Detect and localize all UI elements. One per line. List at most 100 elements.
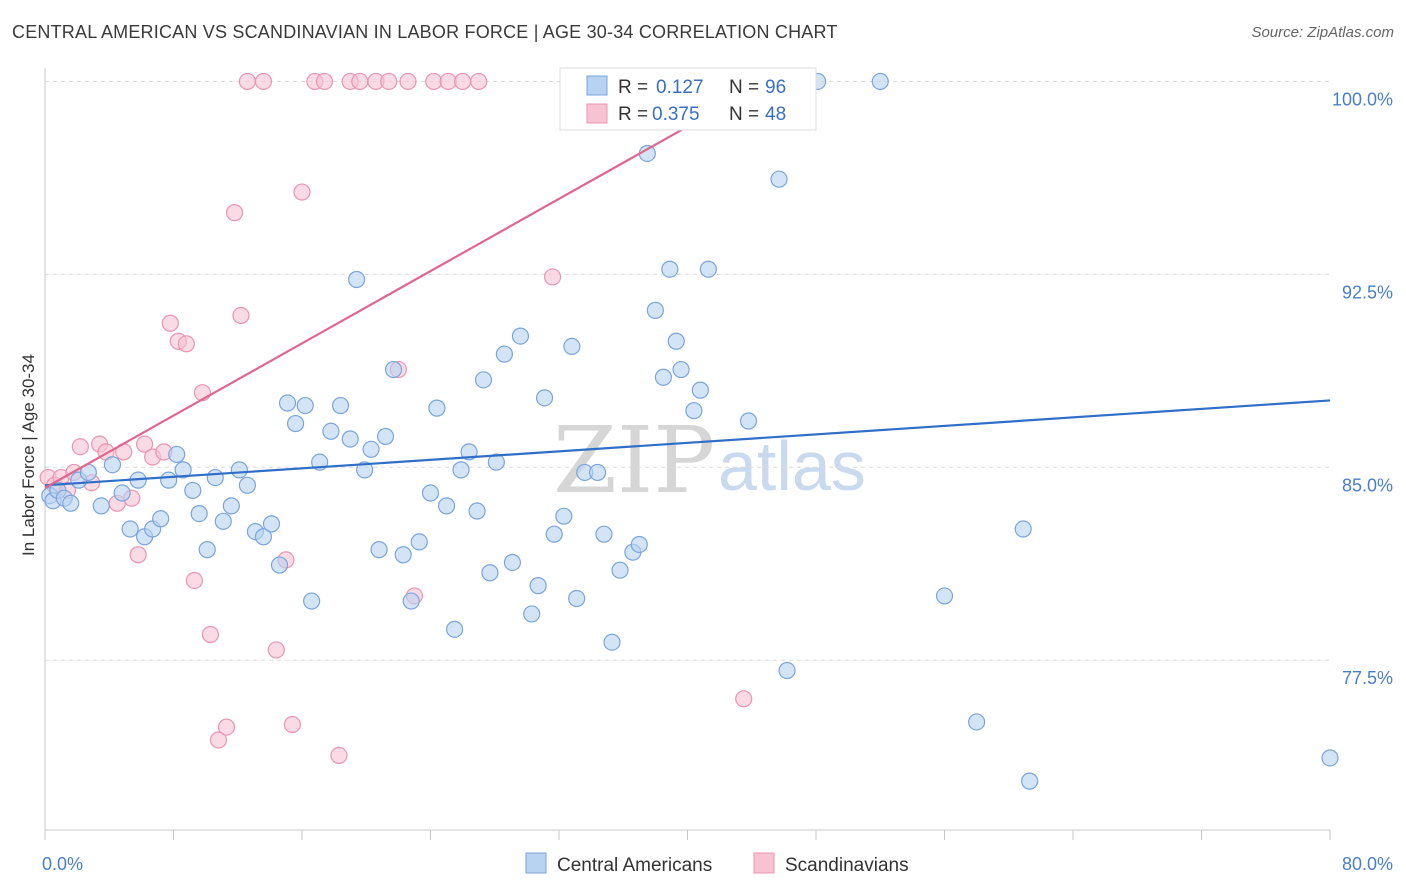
central-american-point [376, 427, 395, 446]
central-american-point [871, 72, 889, 91]
legend-r-label-pink: R = [618, 104, 648, 125]
central-american-point [62, 494, 80, 512]
scandinavian-point [161, 314, 179, 332]
legend-swatch-blue [586, 75, 608, 96]
central-american-point [555, 507, 573, 525]
scandinavian-point [217, 718, 236, 736]
central-american-point [535, 389, 554, 407]
central-american-point [529, 577, 547, 595]
scandinavian-point [209, 731, 228, 749]
legend-swatch-pink [586, 103, 608, 124]
central-american-point [348, 270, 366, 289]
central-american-point [303, 592, 321, 610]
central-american-point [402, 592, 420, 610]
legend-r-value-blue: 0.127 [656, 77, 704, 98]
central-american-point [222, 497, 240, 515]
central-american-point [1021, 772, 1039, 790]
scandinavian-point [135, 435, 154, 453]
scandinavian-point [735, 690, 753, 708]
y-tick-label: 85.0% [1342, 475, 1393, 495]
y-axis-title: In Labor Force | Age 30-34 [19, 354, 38, 556]
central-american-point [370, 541, 388, 559]
central-american-point [739, 412, 758, 430]
scandinavian-point [543, 268, 562, 286]
central-american-point [460, 443, 478, 461]
central-american-point [286, 414, 305, 433]
central-american-point [487, 453, 505, 471]
scandinavian-point [201, 625, 220, 644]
scandinavian-point [380, 72, 398, 91]
scandinavian-point [293, 183, 311, 201]
series-legend-swatch-blue [525, 852, 547, 874]
central-american-point [121, 520, 139, 538]
central-american-point [214, 512, 232, 530]
scandinavian-point [351, 72, 369, 91]
x-tick-label-max: 80.0% [1342, 854, 1393, 874]
central-american-point [254, 528, 273, 546]
legend-n-label-blue: N = [729, 77, 759, 98]
central-american-point [198, 541, 216, 559]
central-american-point [481, 564, 499, 582]
scandinavians-trend-line [44, 80, 769, 489]
central-american-point [428, 399, 446, 417]
central-american-point [935, 587, 954, 605]
central-american-point [362, 440, 380, 458]
source-credit: Source: ZipAtlas.com [1251, 24, 1394, 41]
central-american-point [545, 525, 563, 543]
central-american-point [168, 445, 186, 464]
central-american-point [595, 525, 613, 543]
central-american-point [503, 553, 522, 572]
series-legend-label-pink: Scandinavians [785, 855, 909, 876]
central-american-point [778, 661, 796, 680]
y-tick-label: 100.0% [1332, 89, 1393, 109]
chart-title: CENTRAL AMERICAN VS SCANDINAVIAN IN LABO… [12, 22, 838, 42]
central-american-point [230, 461, 248, 479]
central-american-point [588, 463, 607, 482]
scandinavian-point [254, 72, 273, 91]
scandinavian-point [238, 72, 256, 91]
central-american-point [563, 337, 581, 355]
legend-n-value-pink: 48 [765, 104, 786, 125]
central-american-point [238, 476, 256, 494]
central-american-point [92, 497, 110, 515]
y-tick-label: 77.5% [1342, 668, 1393, 688]
scandinavian-point [129, 546, 147, 564]
scandinavian-point [177, 335, 195, 353]
x-axis-ticks [44, 830, 1331, 840]
central-american-point [331, 396, 350, 415]
central-american-point [646, 301, 664, 319]
scandinavian-point [439, 72, 457, 91]
series-legend-label-blue: Central Americans [557, 855, 712, 876]
legend-r-value-pink: 0.375 [652, 104, 700, 125]
central-american-point [468, 502, 486, 520]
central-american-point [262, 515, 281, 533]
central-american-point [160, 471, 178, 489]
central-american-point [437, 497, 456, 515]
central-american-point [270, 556, 289, 574]
central-american-point [152, 510, 170, 528]
scandinavian-point [267, 641, 285, 659]
central-american-point [184, 481, 202, 500]
watermark: ZIP atlas [553, 407, 866, 514]
central-american-point [322, 422, 340, 440]
scandinavian-point [185, 571, 203, 590]
stats-legend: R = 0.127 N = 96 R = 0.375 N = 48 [559, 67, 817, 131]
central-american-point [661, 260, 679, 278]
central-american-point [495, 345, 513, 363]
scandinavian-point [425, 72, 443, 91]
central-american-point [770, 170, 788, 188]
central-americans-trend-line [44, 399, 1331, 487]
central-american-point [206, 468, 224, 487]
scandinavian-point [232, 306, 250, 325]
legend-n-value-blue: 96 [765, 77, 786, 98]
central-american-point [523, 605, 541, 623]
watermark-zip: ZIP [553, 407, 715, 514]
central-american-point [394, 546, 412, 564]
central-american-point [103, 456, 122, 474]
central-american-point [611, 561, 629, 579]
central-american-point [968, 713, 986, 731]
scandinavian-point [225, 204, 244, 222]
central-american-point [1321, 749, 1339, 767]
central-american-point [278, 394, 297, 412]
